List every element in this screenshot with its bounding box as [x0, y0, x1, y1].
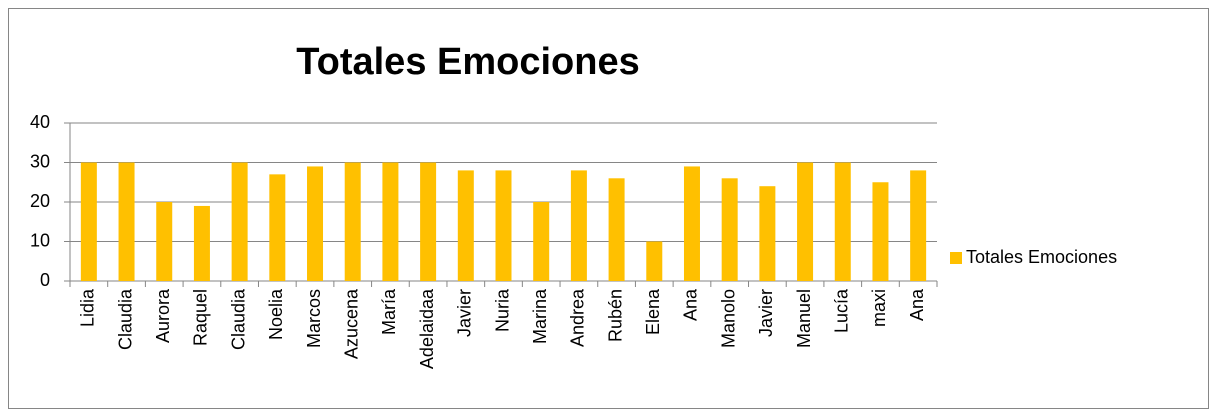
bar: [872, 182, 889, 281]
bar: [533, 202, 550, 281]
x-tick-label: Aurora: [153, 288, 173, 343]
x-tick-label: Lucía: [832, 288, 852, 333]
bar: [156, 202, 173, 281]
bar: [646, 241, 663, 281]
bar: [759, 186, 776, 281]
bar: [570, 170, 587, 281]
x-tick-label: Claudia: [228, 288, 248, 350]
x-tick-label: Lidia: [78, 288, 98, 327]
bar: [834, 162, 851, 281]
legend-swatch: [950, 252, 962, 264]
bar: [344, 162, 361, 281]
chart-title: Totales Emociones: [296, 41, 640, 83]
x-tick-label: Manolo: [718, 289, 738, 348]
y-tick-label: 30: [30, 151, 50, 171]
bar: [80, 162, 97, 281]
x-tick-label: Manuel: [794, 289, 814, 348]
y-tick-label: 0: [40, 270, 50, 290]
x-tick-label: Adelaidaa: [417, 288, 437, 369]
x-tick-label: maxi: [869, 289, 889, 327]
y-tick-label: 40: [30, 112, 50, 132]
bar: [420, 162, 437, 281]
x-tick-label: Raquel: [191, 289, 211, 346]
bar: [495, 170, 512, 281]
x-tick-label: Javier: [756, 289, 776, 337]
bar: [457, 170, 474, 281]
legend-label: Totales Emociones: [966, 247, 1117, 267]
bar: [721, 178, 738, 281]
x-tick-label: Andrea: [568, 288, 588, 347]
x-tick-label: María: [379, 288, 399, 335]
bar: [797, 162, 814, 281]
x-tick-label: Ana: [907, 288, 927, 321]
x-tick-label: Marina: [530, 288, 550, 344]
bar: [193, 205, 210, 281]
bar: [231, 162, 248, 281]
x-tick-label: Rubén: [605, 289, 625, 342]
x-tick-label: Marcos: [304, 289, 324, 348]
bar: [683, 166, 700, 281]
y-tick-label: 20: [30, 191, 50, 211]
x-tick-label: Azucena: [341, 288, 361, 359]
y-tick-label: 10: [30, 230, 50, 250]
x-tick-label: Nuria: [492, 288, 512, 332]
x-tick-label: Elena: [643, 288, 663, 335]
bar: [608, 178, 625, 281]
x-tick-label: Claudia: [115, 288, 135, 350]
x-tick-label: Javier: [455, 289, 475, 337]
bar: [382, 162, 399, 281]
bar: [118, 162, 135, 281]
x-tick-label: Noelia: [266, 288, 286, 340]
bar: [910, 170, 927, 281]
x-tick-label: Ana: [681, 288, 701, 321]
bar: [307, 166, 324, 281]
bar: [269, 174, 286, 281]
